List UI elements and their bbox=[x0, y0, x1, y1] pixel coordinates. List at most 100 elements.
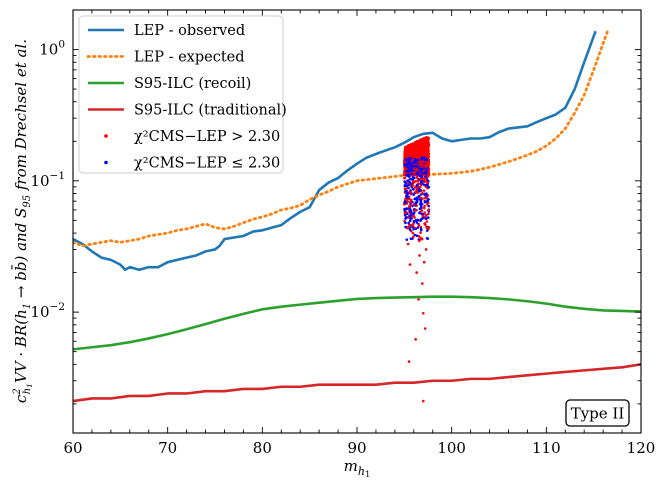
axis-ticks bbox=[72, 9, 642, 433]
blue-point bbox=[403, 200, 407, 204]
blue-point bbox=[415, 198, 419, 202]
red-point bbox=[416, 151, 420, 155]
blue-point bbox=[405, 184, 409, 188]
blue-point bbox=[421, 217, 424, 220]
blue-point bbox=[415, 184, 419, 188]
blue-point bbox=[425, 236, 429, 240]
blue-point bbox=[417, 194, 421, 198]
red-point bbox=[415, 176, 419, 179]
red-point bbox=[417, 182, 420, 185]
blue-point bbox=[416, 218, 419, 222]
red-outlier-point bbox=[407, 360, 411, 363]
red-point bbox=[403, 203, 406, 206]
red-point bbox=[409, 198, 413, 202]
red-point bbox=[412, 235, 415, 239]
red-point bbox=[409, 146, 412, 150]
scatter-layer bbox=[403, 136, 431, 403]
legend-item-trad: S95-ILC (traditional) bbox=[88, 103, 287, 119]
blue-point bbox=[410, 166, 414, 170]
y-tick-label: 100 bbox=[39, 39, 65, 59]
red-point bbox=[412, 170, 416, 174]
series-line-3 bbox=[73, 363, 641, 403]
red-point bbox=[408, 190, 412, 194]
red-point bbox=[416, 143, 420, 146]
red-point bbox=[406, 226, 409, 230]
red-point bbox=[423, 150, 427, 153]
y-axis-label: c2h1VV · BR(h1 → bb̄) and S95 from Drech… bbox=[12, 39, 34, 403]
blue-point bbox=[423, 158, 427, 162]
legend-marker bbox=[104, 160, 108, 165]
red-outlier-point bbox=[408, 263, 412, 266]
blue-point bbox=[408, 219, 412, 223]
legend-label: χ²CMS−LEP > 2.30 bbox=[134, 129, 280, 145]
blue-point bbox=[410, 172, 414, 176]
red-point bbox=[426, 194, 430, 197]
red-point bbox=[426, 174, 429, 178]
red-point bbox=[419, 231, 422, 234]
blue-point bbox=[406, 166, 409, 169]
x-tick-label: 110 bbox=[532, 439, 561, 457]
red-point bbox=[417, 223, 421, 227]
legend-label: LEP - expected bbox=[134, 50, 245, 66]
series-line-2 bbox=[73, 295, 641, 351]
blue-point bbox=[427, 216, 430, 219]
red-point bbox=[418, 150, 421, 153]
red-point bbox=[414, 209, 418, 212]
red-point bbox=[409, 143, 412, 147]
blue-point bbox=[413, 197, 416, 201]
blue-point bbox=[415, 234, 419, 238]
blue-point bbox=[406, 192, 410, 195]
blue-point bbox=[421, 182, 424, 186]
blue-point bbox=[420, 172, 424, 175]
blue-point bbox=[420, 212, 424, 216]
red-point bbox=[426, 138, 430, 141]
red-point bbox=[422, 206, 426, 210]
blue-point bbox=[407, 168, 411, 171]
red-outlier-point bbox=[421, 399, 425, 403]
blue-point bbox=[412, 219, 416, 223]
blue-point bbox=[403, 180, 406, 183]
red-point bbox=[424, 161, 428, 164]
x-tick-label: 90 bbox=[347, 439, 366, 457]
blue-point bbox=[407, 162, 411, 165]
blue-point bbox=[418, 211, 421, 215]
blue-point bbox=[415, 196, 419, 199]
legend-item-red-pts: χ²CMS−LEP > 2.30 bbox=[104, 129, 280, 145]
curves-layer bbox=[73, 28, 641, 403]
legend-label: S95-ILC (recoil) bbox=[134, 76, 251, 92]
red-point bbox=[427, 212, 430, 216]
red-point bbox=[421, 191, 424, 195]
red-point bbox=[423, 164, 426, 167]
red-outlier-point bbox=[421, 311, 425, 315]
red-point bbox=[422, 189, 426, 192]
blue-point bbox=[405, 207, 409, 210]
blue-point bbox=[426, 199, 429, 202]
blue-point bbox=[423, 170, 427, 174]
red-point bbox=[420, 162, 423, 166]
legend-item-recoil: S95-ILC (recoil) bbox=[88, 76, 251, 92]
blue-point bbox=[419, 198, 423, 202]
blue-point bbox=[427, 185, 431, 189]
red-point bbox=[416, 153, 419, 157]
red-point bbox=[417, 234, 421, 238]
red-point bbox=[404, 161, 407, 164]
red-point bbox=[424, 214, 428, 217]
blue-point bbox=[405, 238, 409, 241]
red-point bbox=[423, 196, 427, 200]
red-outlier-point bbox=[425, 226, 429, 229]
red-point bbox=[414, 190, 418, 194]
red-point bbox=[427, 160, 430, 163]
red-point bbox=[423, 145, 427, 148]
red-point bbox=[426, 181, 429, 185]
blue-point bbox=[424, 183, 428, 187]
blue-point bbox=[424, 217, 428, 221]
model-type-label: Type II bbox=[571, 405, 625, 423]
blue-point bbox=[407, 186, 410, 190]
red-point bbox=[424, 223, 427, 226]
legend-item-exp: LEP - expected bbox=[86, 50, 245, 66]
legend-item-obs: LEP - observed bbox=[88, 23, 245, 39]
red-point bbox=[426, 141, 429, 144]
blue-point bbox=[419, 174, 422, 177]
red-outlier-point bbox=[422, 260, 426, 264]
